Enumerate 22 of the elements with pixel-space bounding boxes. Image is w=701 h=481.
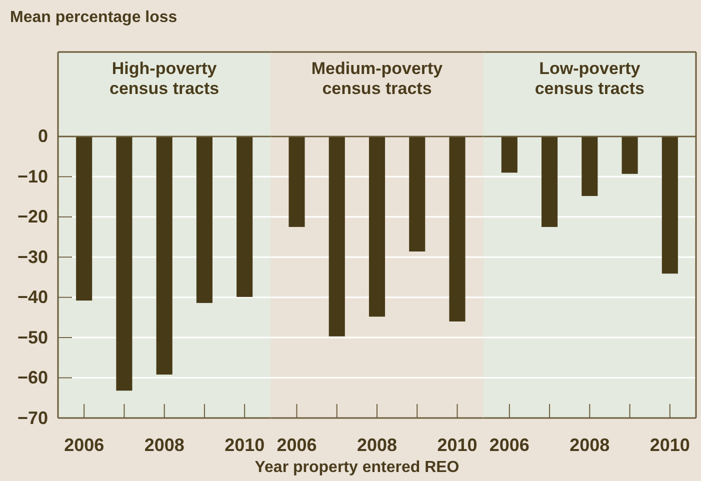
y-axis-title: Mean percentage loss <box>10 9 178 26</box>
x-tick-label: 2010 <box>224 434 265 455</box>
y-tick-label: 0 <box>38 126 48 146</box>
y-tick-label: −50 <box>17 327 48 348</box>
x-tick-label: 2010 <box>650 434 690 455</box>
x-tick-label: 2010 <box>437 434 478 455</box>
y-tick-label: −10 <box>17 166 48 186</box>
x-tick-label: 2006 <box>276 434 317 455</box>
y-tick-label: −40 <box>17 287 48 308</box>
x-tick-label: 2006 <box>64 434 104 455</box>
x-tick-label: 2008 <box>144 434 184 455</box>
text: Medium-poverty census tracts <box>311 59 444 98</box>
x-tick-label: 2006 <box>489 434 530 455</box>
y-tick-label: −30 <box>17 246 48 267</box>
text: Low-poverty census tracts <box>534 59 644 98</box>
x-tick-label: 2008 <box>570 434 610 455</box>
y-tick-label: −70 <box>17 408 48 428</box>
x-tick-label: 2008 <box>356 434 398 455</box>
y-tick-label: −60 <box>17 368 48 388</box>
x-axis-title: Year property entered REO <box>254 459 460 476</box>
y-tick-label: −20 <box>17 206 48 227</box>
text: High-poverty census tracts <box>110 59 220 98</box>
